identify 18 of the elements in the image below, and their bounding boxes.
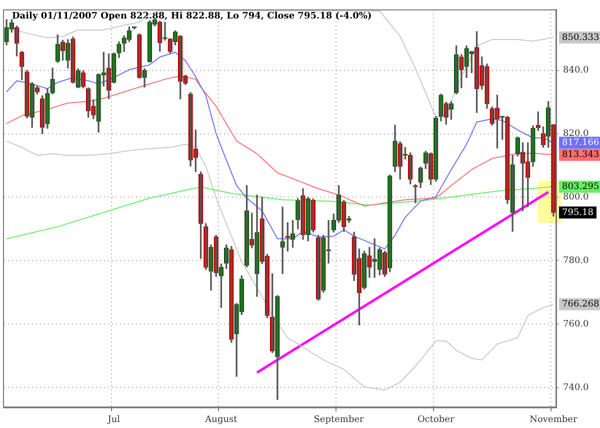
y-tick-label: 780.0 — [563, 256, 590, 266]
y-tick-label: 800.0 — [563, 192, 590, 203]
annotation: 850.333 — [562, 32, 600, 43]
annotation: 795.18 — [562, 208, 594, 218]
y-tick-label: 740.0 — [563, 382, 590, 393]
x-tick-label: November — [530, 414, 578, 425]
y-tick-label: 760.0 — [563, 319, 590, 330]
x-tick-label: August — [204, 414, 238, 425]
x-tick-label: September — [314, 414, 365, 425]
x-tick-label: Jul — [106, 414, 120, 425]
annotation: 813.343 — [562, 150, 600, 160]
y-tick-label: 820.0 — [563, 129, 590, 140]
chart-title: Daily 01/11/2007 Open 822.88, Hi 822.88, Lo 794, Close 795.18 (-4.0%) — [12, 12, 372, 22]
annotation: 817.166 — [562, 138, 600, 148]
annotation: 803.295 — [562, 182, 600, 192]
x-tick-label: October — [417, 414, 456, 425]
annotation: 766.268 — [562, 300, 600, 310]
y-tick-label: 840.0 — [563, 66, 590, 76]
